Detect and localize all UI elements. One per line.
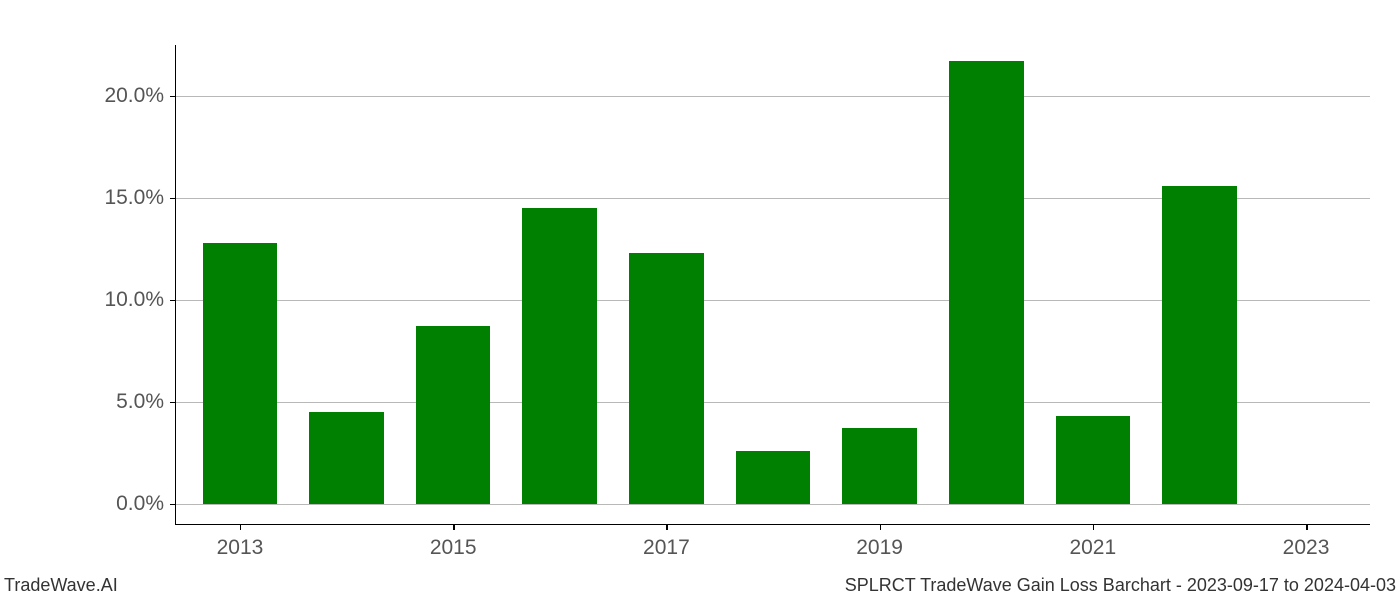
x-tick-label: 2021 bbox=[1069, 524, 1116, 560]
gridline bbox=[176, 504, 1370, 505]
bar bbox=[416, 326, 491, 503]
x-tick-label: 2019 bbox=[856, 524, 903, 560]
footer-right-text: SPLRCT TradeWave Gain Loss Barchart - 20… bbox=[845, 575, 1396, 596]
bar bbox=[949, 61, 1024, 503]
y-tick-label: 15.0% bbox=[104, 186, 176, 210]
x-tick-label: 2015 bbox=[430, 524, 477, 560]
bar bbox=[1056, 416, 1131, 504]
x-tick-label: 2023 bbox=[1283, 524, 1330, 560]
bar bbox=[309, 412, 384, 504]
gridline bbox=[176, 96, 1370, 97]
y-tick-label: 20.0% bbox=[104, 84, 176, 108]
y-tick-label: 5.0% bbox=[116, 390, 176, 414]
bar-chart: 0.0%5.0%10.0%15.0%20.0%20132015201720192… bbox=[175, 45, 1370, 525]
plot-area: 0.0%5.0%10.0%15.0%20.0%20132015201720192… bbox=[175, 45, 1370, 525]
bar bbox=[1162, 186, 1237, 504]
footer-left-text: TradeWave.AI bbox=[4, 575, 118, 596]
x-tick-label: 2013 bbox=[217, 524, 264, 560]
bar bbox=[629, 253, 704, 504]
y-tick-label: 0.0% bbox=[116, 492, 176, 516]
y-tick-label: 10.0% bbox=[104, 288, 176, 312]
bar bbox=[842, 428, 917, 503]
x-tick-label: 2017 bbox=[643, 524, 690, 560]
bar bbox=[522, 208, 597, 504]
bar bbox=[736, 451, 811, 504]
bar bbox=[203, 243, 278, 504]
